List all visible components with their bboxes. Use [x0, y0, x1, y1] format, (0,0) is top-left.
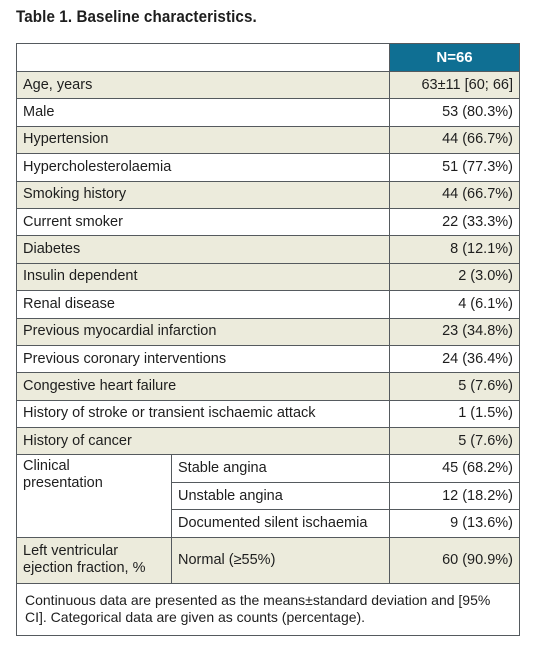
- table-row-clinical-presentation: Clinical presentation Stable angina 45 (…: [16, 454, 520, 538]
- table-row: Male 53 (80.3%): [16, 98, 520, 127]
- row-value: 22 (33.3%): [389, 207, 520, 237]
- table-row: Current smoker 22 (33.3%): [16, 207, 520, 237]
- sub-row-label: Unstable angina: [171, 481, 390, 511]
- table-row: Previous myocardial infarction 23 (34.8%…: [16, 317, 520, 346]
- row-label: Smoking history: [16, 180, 390, 209]
- table-header-row: N=66: [16, 43, 520, 72]
- row-label: Previous coronary interventions: [16, 344, 390, 374]
- baseline-characteristics-table: N=66 Age, years 63±11 [60; 66] Male 53 (…: [16, 43, 520, 636]
- row-value: 1 (1.5%): [389, 399, 520, 429]
- table-row-clinical-presentation: Unstable angina 12 (18.2%): [16, 481, 520, 511]
- row-value: 2 (3.0%): [389, 262, 520, 292]
- row-value: 44 (66.7%): [389, 180, 520, 209]
- sub-row-value: 12 (18.2%): [389, 481, 520, 511]
- row-value: 51 (77.3%): [389, 153, 520, 182]
- row-value: 53 (80.3%): [389, 98, 520, 127]
- table-row: Insulin dependent 2 (3.0%): [16, 262, 520, 292]
- row-value: 24 (36.4%): [389, 344, 520, 374]
- row-value: 44 (66.7%): [389, 125, 520, 155]
- row-value: 5 (7.6%): [389, 372, 520, 401]
- clinical-label-line2: presentation: [23, 475, 103, 492]
- row-label: Male: [16, 98, 390, 127]
- table-row-clinical-presentation: Documented silent ischaemia 9 (13.6%): [16, 509, 520, 538]
- sub-row-value: 9 (13.6%): [389, 509, 520, 538]
- table-footnote: Continuous data are presented as the mea…: [16, 582, 520, 636]
- sub-row-label: Documented silent ischaemia: [171, 509, 390, 538]
- table-row: Hypertension 44 (66.7%): [16, 125, 520, 155]
- row-label-indented: Insulin dependent: [16, 262, 390, 292]
- table-row: Previous coronary interventions 24 (36.4…: [16, 344, 520, 374]
- clinical-presentation-label: Clinical presentation: [16, 454, 172, 538]
- table-footnote-row: Continuous data are presented as the mea…: [16, 582, 520, 636]
- row-value: 4 (6.1%): [389, 290, 520, 319]
- table-title: Table 1. Baseline characteristics.: [16, 8, 257, 26]
- table-row: Congestive heart failure 5 (7.6%): [16, 372, 520, 401]
- row-label: Previous myocardial infarction: [16, 317, 390, 346]
- row-label: Age, years: [16, 70, 390, 100]
- sub-row-value: 45 (68.2%): [389, 454, 520, 483]
- table-row-lvef: Left ventricular ejection fraction, % No…: [16, 536, 520, 584]
- lvef-label: Left ventricular ejection fraction, %: [16, 536, 172, 584]
- row-label: Hypercholesterolaemia: [16, 153, 390, 182]
- table-row: History of stroke or transient ischaemic…: [16, 399, 520, 429]
- row-label: History of stroke or transient ischaemic…: [16, 399, 390, 429]
- lvef-sub-label: Normal (≥55%): [171, 536, 390, 584]
- header-blank-cell: [16, 43, 390, 72]
- row-label: Congestive heart failure: [16, 372, 390, 401]
- clinical-label-line1: Clinical: [23, 458, 70, 475]
- lvef-label-line1: Left ventricular: [23, 543, 119, 560]
- table-row: Smoking history 44 (66.7%): [16, 180, 520, 209]
- row-value: 23 (34.8%): [389, 317, 520, 346]
- table-row: Renal disease 4 (6.1%): [16, 290, 520, 319]
- sub-row-label: Stable angina: [171, 454, 390, 483]
- row-label: Renal disease: [16, 290, 390, 319]
- table-row: Diabetes 8 (12.1%): [16, 235, 520, 264]
- table-row: History of cancer 5 (7.6%): [16, 427, 520, 456]
- row-value: 63±11 [60; 66]: [389, 70, 520, 100]
- row-label: Hypertension: [16, 125, 390, 155]
- table-row: Age, years 63±11 [60; 66]: [16, 70, 520, 100]
- header-n-cell: N=66: [389, 43, 520, 72]
- row-value: 8 (12.1%): [389, 235, 520, 264]
- row-value: 5 (7.6%): [389, 427, 520, 456]
- table-row: Hypercholesterolaemia 51 (77.3%): [16, 153, 520, 182]
- lvef-label-line2: ejection fraction, %: [23, 560, 146, 577]
- row-label: Diabetes: [16, 235, 390, 264]
- row-label: History of cancer: [16, 427, 390, 456]
- lvef-value: 60 (90.9%): [389, 536, 520, 584]
- row-label-indented: Current smoker: [16, 207, 390, 237]
